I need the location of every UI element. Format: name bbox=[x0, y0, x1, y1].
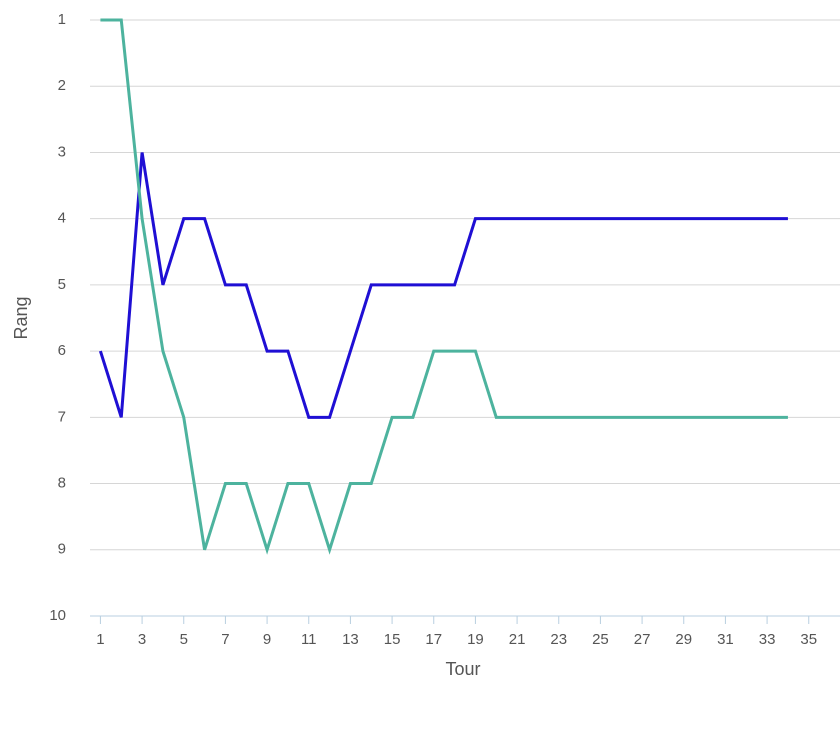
y-axis-label: Rang bbox=[11, 296, 31, 339]
x-tick-label: 35 bbox=[800, 631, 817, 648]
x-tick-label: 23 bbox=[550, 631, 567, 648]
y-tick-label: 2 bbox=[58, 77, 66, 94]
series-line bbox=[100, 18, 788, 555]
series-line bbox=[98, 152, 788, 419]
y-tick-label: 1 bbox=[58, 11, 66, 28]
x-tick-label: 27 bbox=[634, 631, 651, 648]
x-tick-label: 5 bbox=[180, 631, 188, 648]
x-tick-label: 15 bbox=[384, 631, 401, 648]
x-tick-label: 19 bbox=[467, 631, 484, 648]
x-tick-label: 29 bbox=[675, 631, 692, 648]
y-tick-label: 10 bbox=[49, 607, 66, 624]
x-tick-label: 7 bbox=[221, 631, 229, 648]
x-tick-label: 33 bbox=[759, 631, 776, 648]
x-tick-label: 3 bbox=[138, 631, 146, 648]
y-tick-label: 8 bbox=[58, 475, 66, 492]
x-tick-label: 11 bbox=[301, 631, 317, 648]
x-tick-label: 1 bbox=[96, 631, 104, 648]
x-tick-label: 9 bbox=[263, 631, 271, 648]
x-tick-label: 21 bbox=[509, 631, 526, 648]
y-tick-label: 4 bbox=[58, 210, 66, 227]
x-tick-label: 13 bbox=[342, 631, 359, 648]
y-tick-label: 5 bbox=[58, 276, 66, 293]
x-tick-label: 31 bbox=[717, 631, 734, 648]
x-tick-label: 25 bbox=[592, 631, 609, 648]
x-axis-label: Tour bbox=[445, 659, 480, 679]
y-tick-label: 9 bbox=[58, 541, 66, 558]
y-tick-label: 6 bbox=[58, 342, 66, 359]
y-tick-label: 3 bbox=[58, 143, 66, 160]
y-tick-label: 7 bbox=[58, 408, 66, 425]
x-tick-label: 17 bbox=[425, 631, 442, 648]
